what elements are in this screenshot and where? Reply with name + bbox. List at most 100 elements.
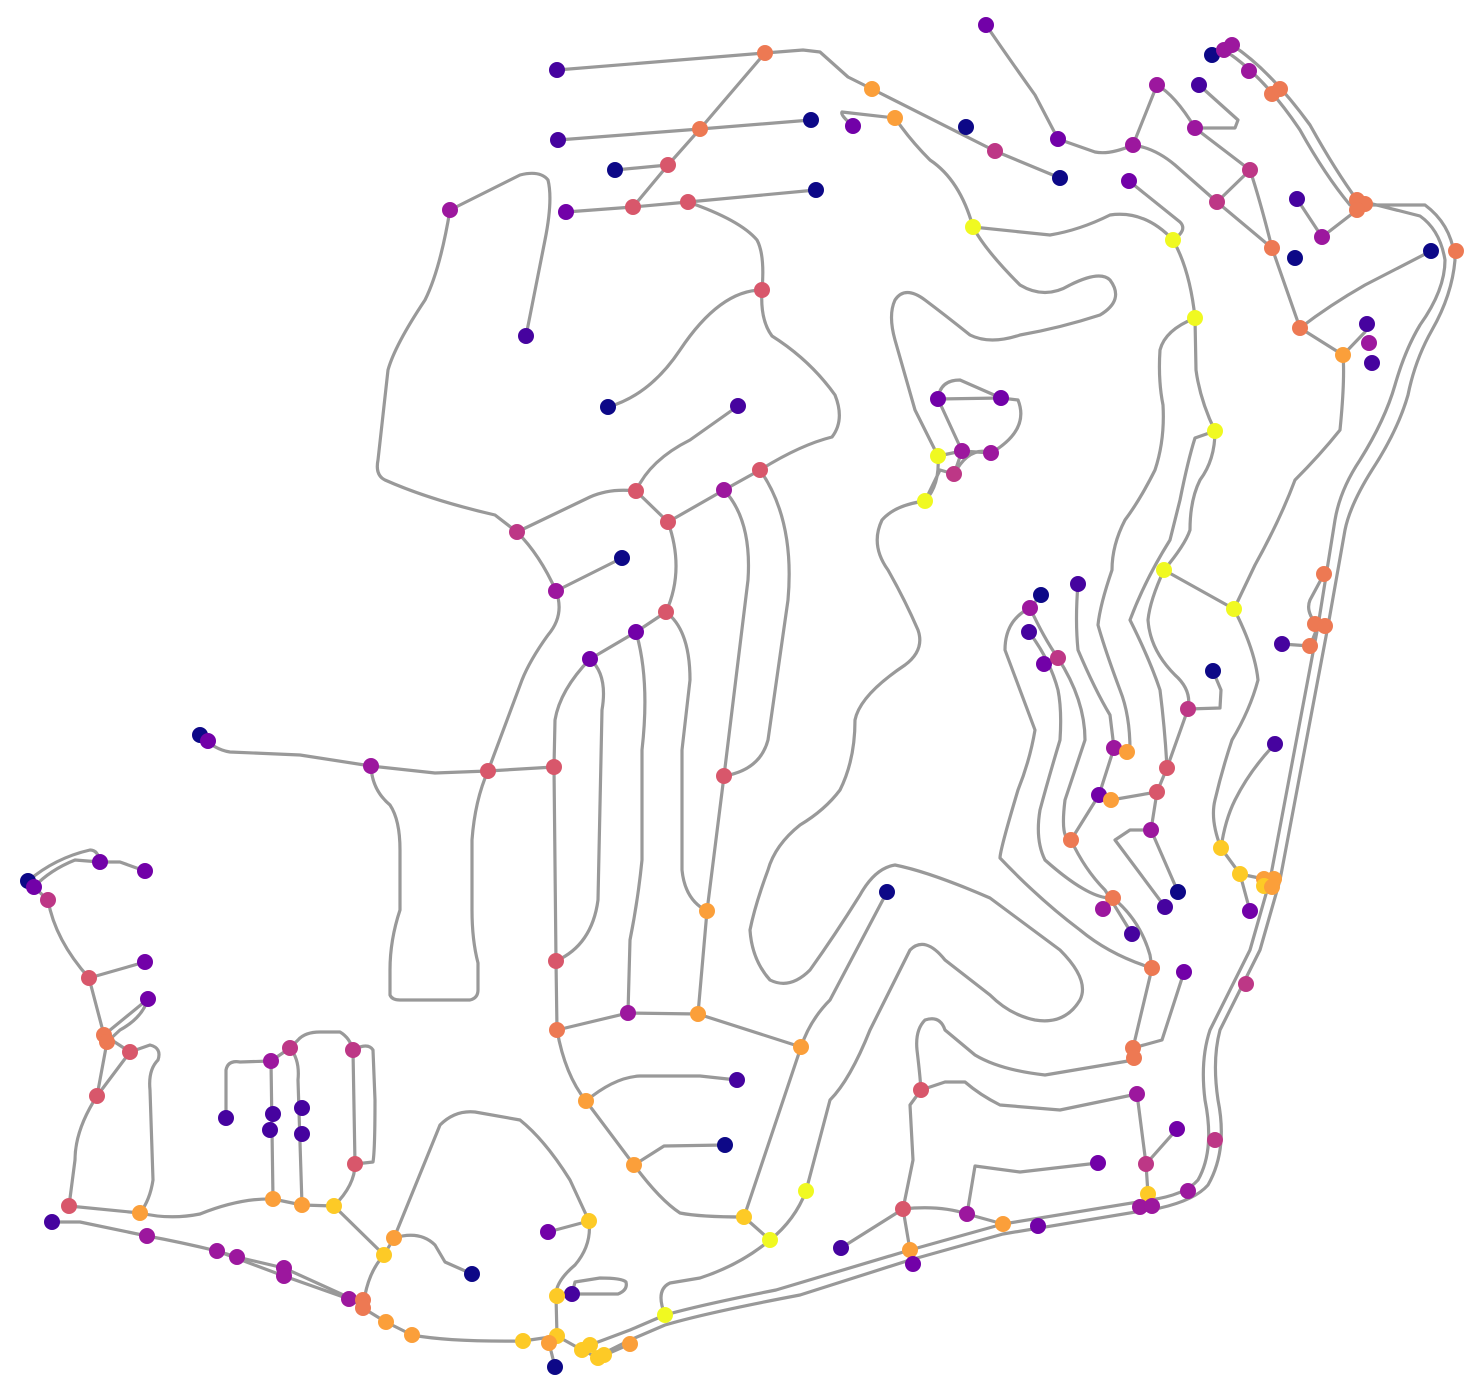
street-edge [1096,316,1197,754]
intersection-node [1180,1183,1196,1199]
intersection-node [895,1201,911,1217]
intersection-node [736,1209,752,1225]
intersection-node [1204,47,1220,63]
street-edge [634,404,740,493]
intersection-node [1205,663,1221,679]
street-edge [375,208,519,534]
intersection-node [1138,1156,1154,1172]
intersection-node [99,1034,115,1050]
intersection-node [1021,624,1037,640]
intersection-node [546,759,562,775]
intersection-node [1144,1198,1160,1214]
intersection-node [1335,347,1351,363]
intersection-node [917,493,933,509]
intersection-node [578,1093,594,1109]
street-edge [923,449,993,503]
street-edge [606,288,841,472]
street-edge [382,1110,591,1257]
street-edge [1127,179,1217,433]
intersection-node [607,162,623,178]
intersection-node [376,1247,392,1263]
intersection-node [1292,320,1308,336]
intersection-node [518,328,534,344]
intersection-node [660,157,676,173]
intersection-node [1359,316,1375,332]
intersection-node [1272,81,1288,97]
street-edge [584,1074,739,1103]
intersection-node [262,1122,278,1138]
intersection-node [625,199,641,215]
intersection-node [1156,562,1172,578]
intersection-node [1226,601,1242,617]
intersection-node [480,763,496,779]
intersection-node [958,119,974,135]
intersection-node [626,1157,642,1173]
intersection-node [582,1337,598,1353]
intersection-node [808,182,824,198]
intersection-node [959,1206,975,1222]
intersection-node [614,550,630,566]
intersection-node [1095,901,1111,917]
street-edge [613,163,670,172]
intersection-node [1149,77,1165,93]
intersection-node [1187,120,1203,136]
intersection-node [1036,656,1052,672]
intersection-node [137,954,153,970]
intersection-node [355,1300,371,1316]
intersection-node [930,391,946,407]
intersection-node [1124,926,1140,942]
intersection-node [1030,1218,1046,1234]
intersection-node [845,118,861,134]
intersection-node [1170,884,1186,900]
intersection-nodes [20,17,1464,1375]
intersection-node [294,1126,310,1142]
street-edge [1165,707,1190,770]
street-edges [26,23,1457,1369]
intersection-node [1448,243,1464,259]
street-edge [1027,630,1154,1050]
intersection-node [1264,240,1280,256]
street-edge [901,970,1186,1252]
intersection-node [1157,899,1173,915]
street-edge [1162,429,1236,611]
intersection-node [294,1197,310,1213]
intersection-node [347,1156,363,1172]
intersection-node [341,1291,357,1307]
intersection-node [754,282,770,298]
intersection-node [1238,976,1254,992]
intersection-node [716,482,732,498]
intersection-node [1316,566,1332,582]
intersection-node [1213,840,1229,856]
intersection-node [1091,787,1107,803]
street-edge [965,1161,1100,1216]
intersection-node [752,462,768,478]
street-edge [1028,606,1134,936]
street-edge [564,188,818,214]
intersection-node [1169,1121,1185,1137]
intersection-node [1364,355,1380,371]
intersection-node [1050,131,1066,147]
intersection-node [132,1205,148,1221]
intersection-node [200,733,216,749]
street-edge [570,1276,628,1296]
intersection-node [140,991,156,1007]
street-edge [1113,828,1167,909]
intersection-node [40,892,56,908]
intersection-node [1274,636,1290,652]
intersection-node [549,1022,565,1038]
street-edge [554,657,606,963]
intersection-node [1103,792,1119,808]
intersection-node [549,62,565,78]
intersection-node [954,443,970,459]
street-edge [748,499,1085,1242]
intersection-node [229,1249,245,1265]
intersection-node [81,970,97,986]
intersection-node [680,194,696,210]
intersection-node [265,1191,281,1207]
intersection-node [692,121,708,137]
intersection-node [983,445,999,461]
street-edge [889,225,1118,458]
intersection-node [798,1183,814,1199]
intersection-node [690,1006,706,1022]
intersection-node [628,483,644,499]
